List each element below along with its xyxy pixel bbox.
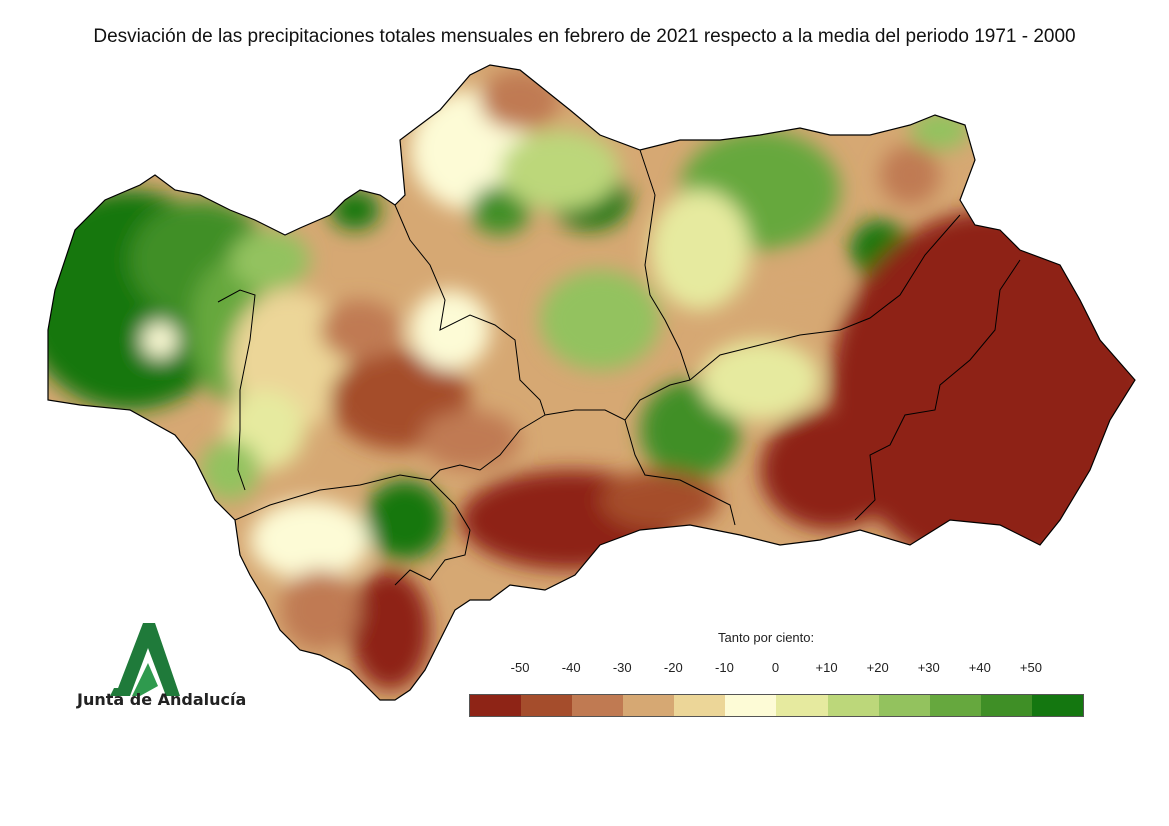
legend-label-1: -40: [561, 660, 581, 675]
legend-label-10: +50: [1019, 660, 1042, 675]
legend-label-2: -30: [612, 660, 632, 675]
border-sevilla-cadiz: [234, 474, 471, 531]
legend-swatch-9: [929, 695, 981, 716]
legend-label-9: +40: [968, 660, 991, 675]
junta-de-andalucia-logo: [110, 623, 180, 696]
legend-swatch-0: [470, 695, 522, 716]
border-cordoba-jaen: [639, 149, 691, 381]
border-cadiz-malaga: [394, 529, 471, 586]
logo-text: Junta de Andalucía: [77, 690, 247, 709]
legend-label-6: +10: [815, 660, 838, 675]
legend-label-8: +30: [917, 660, 940, 675]
legend-swatch-2: [572, 695, 624, 716]
legend-label-3: -20: [663, 660, 683, 675]
border-huelva-sevilla: [217, 289, 256, 491]
legend-swatch-1: [521, 695, 573, 716]
province-borders: [217, 149, 1021, 586]
border-sevilla-malaga: [429, 414, 546, 481]
border-granada-almeria: [854, 259, 1021, 521]
legend-swatch-6: [776, 695, 828, 716]
legend-title: Tanto por ciento:: [718, 630, 815, 645]
logo-base-left: [110, 688, 132, 696]
map-title: Desviación de las precipitaciones totale…: [93, 26, 1076, 47]
legend-color-bar: [469, 694, 1084, 717]
legend-label-4: -10: [715, 660, 734, 675]
legend-swatch-10: [980, 695, 1032, 716]
legend-swatch-11: [1031, 695, 1083, 716]
legend-swatch-7: [827, 695, 879, 716]
logo-inner-shape: [132, 663, 158, 696]
legend-swatch-8: [878, 695, 930, 716]
legend-swatch-5: [725, 695, 777, 716]
border-jaen-granada: [689, 214, 961, 381]
border-granada-malaga: [624, 419, 736, 526]
legend-label-5: 0: [771, 660, 780, 675]
border-sevilla-cordoba: [394, 204, 546, 416]
logo-a-shape: [115, 623, 180, 696]
legend-swatch-4: [674, 695, 726, 716]
legend-swatch-3: [623, 695, 675, 716]
legend-label-0: -50: [510, 660, 530, 675]
legend-label-7: +20: [866, 660, 889, 675]
